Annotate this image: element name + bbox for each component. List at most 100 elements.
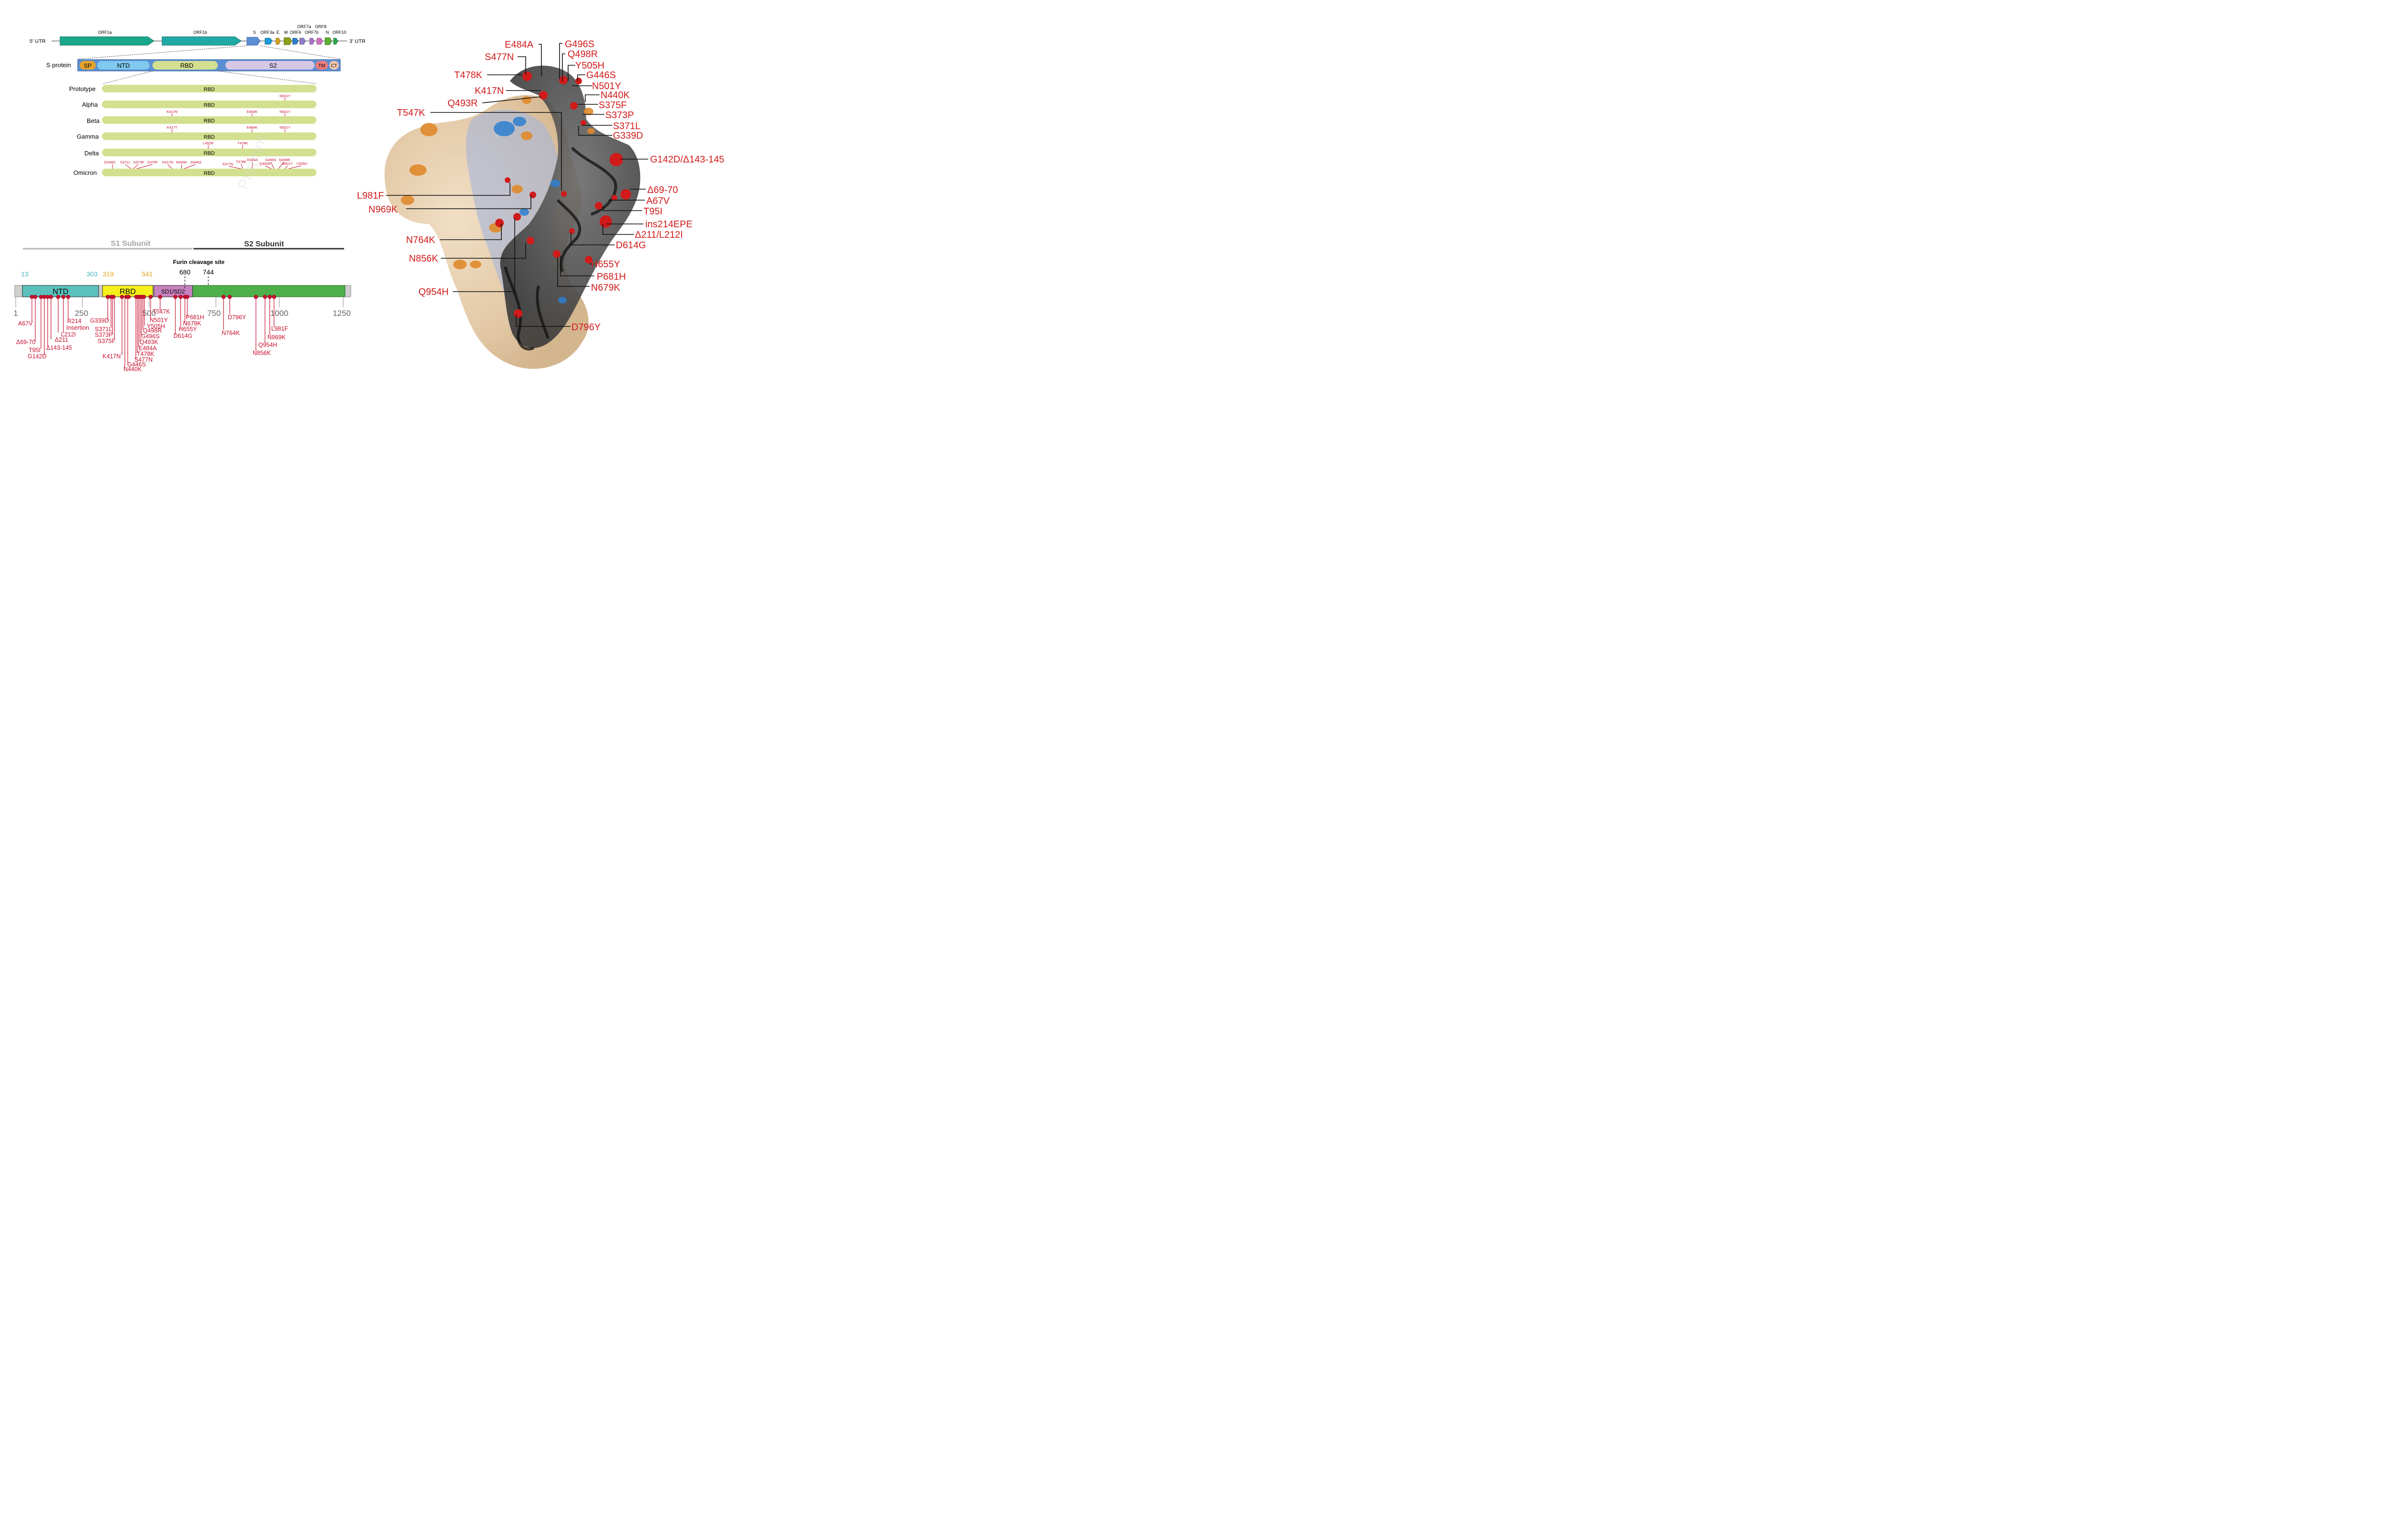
mutation-label: K417N [102, 353, 121, 360]
orf10-gene [333, 38, 338, 45]
mutation-label: Insertion [66, 324, 89, 331]
linear-spike-map: S1 Subunit S2 Subunit Furin cleavage sit… [13, 240, 351, 373]
mutation-label: T547K [153, 308, 170, 315]
mutation-label: N501Y [150, 317, 168, 324]
rbd-bar-label: RBD [204, 151, 214, 156]
mutation-label: S371L [120, 160, 131, 164]
mutation-label: P681H [186, 314, 204, 321]
sd-region-label: SD1/SD2 [161, 288, 185, 295]
orf7a-gene [299, 38, 306, 45]
orf10-label: ORF10 [332, 30, 346, 35]
structure-label: N501Y [592, 81, 621, 91]
pos-541: 541 [142, 270, 153, 278]
orf1a-gene [60, 36, 154, 46]
orf1b-gene [162, 36, 242, 46]
structure-label: S371L [613, 121, 641, 132]
tick-label: 1 [13, 309, 18, 318]
rbd-bar-label: RBD [204, 102, 214, 108]
mutation-label: G446S [127, 361, 146, 368]
structure-label: G446S [586, 70, 616, 81]
mutation-label: S373P [95, 332, 113, 338]
mutation-label: N764K [222, 330, 240, 336]
mutation-label: N501Y [280, 94, 291, 98]
s2-subunit-label: S2 Subunit [244, 240, 284, 248]
structure-label: S373P [605, 110, 634, 121]
s-protein-domains: S protein SP NTD RBD S2 TM CT [46, 59, 341, 84]
tm-domain [316, 61, 328, 70]
mutation-label: T478K [236, 160, 246, 164]
variant-gamma: Gamma RBD K417T E484K N501Y [77, 125, 316, 140]
rbd-bar-label: RBD [204, 118, 214, 124]
sp-domain [80, 61, 96, 70]
mutation-label: E484A [139, 345, 157, 352]
structure-label: Q954H [418, 287, 448, 297]
pos-303: 303 [86, 270, 98, 278]
structure-label: G339D [613, 131, 643, 141]
structure-label: Q493R [448, 98, 478, 109]
structure-label: G496S [565, 39, 594, 50]
variant-omicron: Omicron RBD G339D [73, 158, 316, 176]
mutation-label: Q954H [258, 342, 277, 348]
mutation-label: S477N [223, 162, 234, 166]
ct-label: CT [331, 63, 337, 69]
mutation-label: Q493R [259, 162, 271, 166]
structure-label: G142D/Δ143-145 [650, 154, 724, 165]
mutation-label: Δ143-145 [46, 344, 72, 351]
m-gene [284, 37, 292, 45]
rbd-bar-label: RBD [204, 171, 214, 176]
rbd-bar [102, 101, 316, 108]
mutation-label: Δ211 [55, 336, 68, 343]
rbd-bar [102, 85, 316, 92]
mutation-label: S375F [147, 160, 158, 164]
structure-label: S477N [485, 52, 514, 62]
mutation-label: G339D [104, 160, 115, 164]
mutation-label: L981F [271, 325, 288, 332]
figure-canvas: 5' UTR 3' UTR ORF1a ORF1b S ORF3a E M OR… [13, 24, 724, 373]
mutation-label: Q493K [140, 339, 159, 345]
orf3a-gene [265, 38, 273, 45]
structure-label: Δ69-70 [647, 185, 678, 195]
orf8-gene [316, 38, 323, 45]
rbd-label: RBD [180, 62, 193, 69]
orf1a-label: ORF1a [98, 30, 112, 35]
s1-subunit-label: S1 Subunit [111, 240, 151, 248]
mutation-label: S477N [134, 356, 153, 363]
structure-label: T95I [643, 206, 662, 217]
e-gene [275, 38, 281, 45]
s2-domain [225, 61, 315, 70]
mutation-label: N856K [253, 350, 271, 356]
orf6-gene [292, 38, 299, 45]
variant-name: Omicron [73, 169, 97, 176]
orf8-label: ORF8 [315, 24, 326, 29]
rbd-bar [102, 132, 316, 140]
mutation-label: D614G [173, 333, 193, 339]
tick-label: 1000 [270, 309, 288, 318]
ct-domain [329, 61, 339, 70]
tick-label: 750 [207, 309, 221, 318]
rbd-bar-label: RBD [204, 134, 214, 140]
ntd-domain [97, 61, 150, 70]
mutation-label: Y505H [147, 323, 165, 330]
structure-label: N856K [409, 253, 438, 264]
mutation-label: H655Y [179, 326, 197, 333]
mutation-label: Δ69-70 [16, 339, 35, 345]
structure-label: N440K [601, 90, 630, 101]
utr3-label: 3' UTR [349, 39, 366, 44]
ntd-label: NTD [117, 62, 130, 69]
mutation-label: T478K [237, 141, 248, 145]
structure-label: T547K [397, 108, 426, 118]
mutation-label: N969K [267, 334, 286, 341]
ntd-region [22, 285, 99, 297]
mutation-label: Q498R [279, 158, 290, 162]
mutation-label: S375F [98, 338, 115, 344]
structure-label: D614G [616, 240, 646, 251]
e-label: E [276, 30, 279, 35]
mutation-label: A67V [18, 320, 33, 327]
mutation-label: N501Y [280, 110, 291, 114]
mutation-label: K417N [167, 110, 178, 114]
s2-label: S2 [269, 62, 277, 69]
rbd-bar-label: RBD [204, 87, 214, 92]
variant-name: Gamma [77, 133, 99, 140]
rbd-region-label: RBD [120, 288, 136, 296]
mutation-label: E484A [247, 158, 258, 162]
